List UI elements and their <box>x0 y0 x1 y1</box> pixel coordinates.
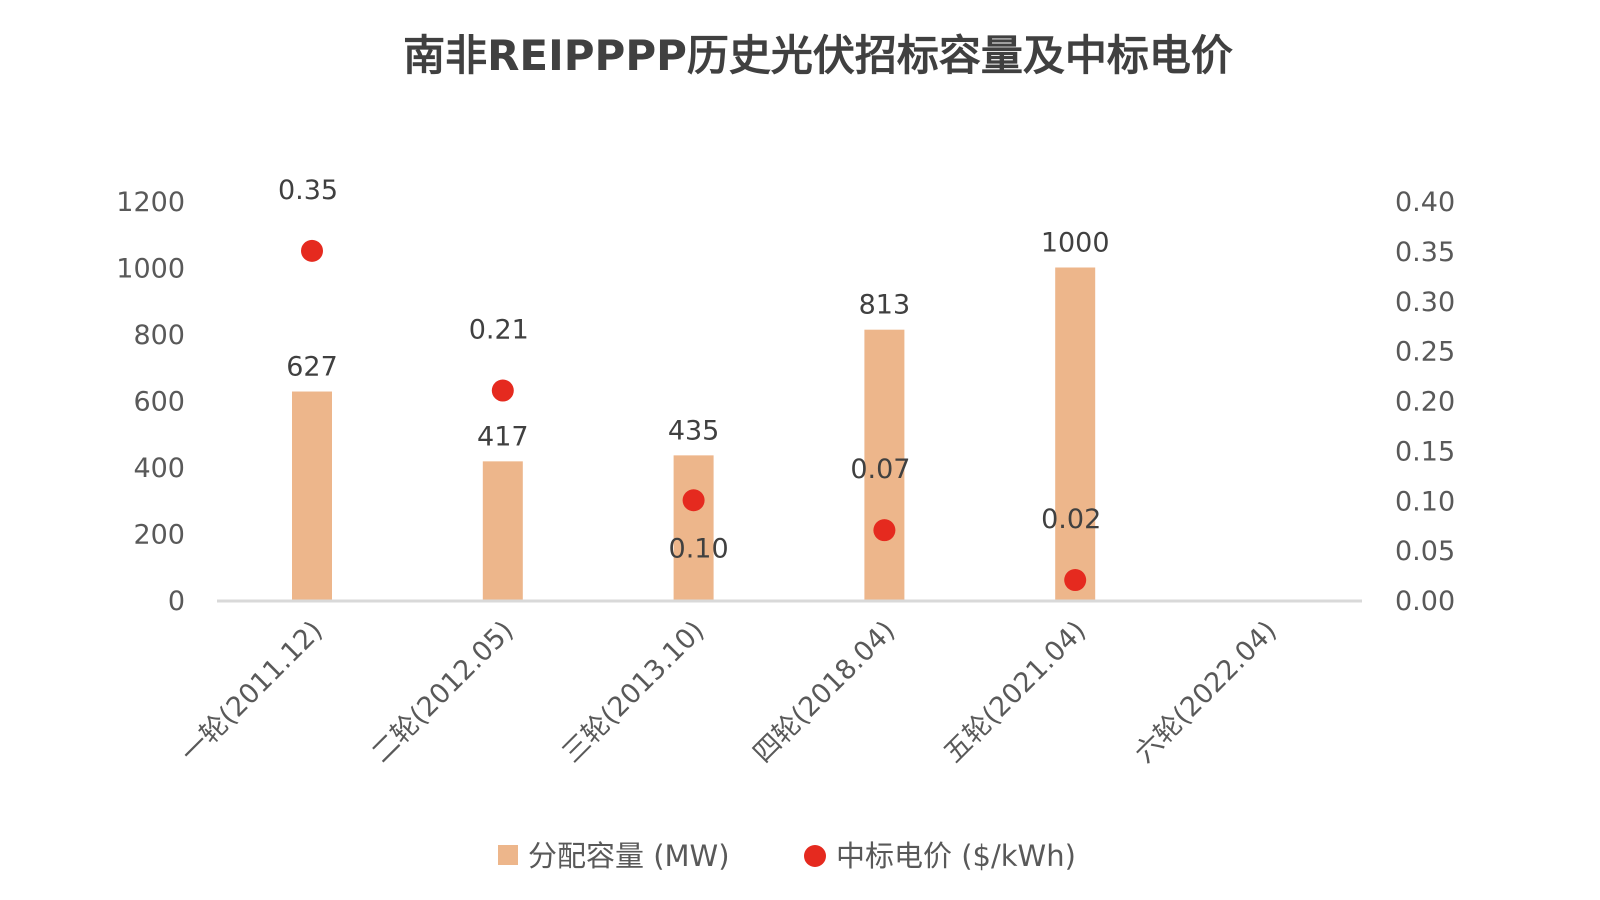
right-tick-label: 0.25 <box>1395 337 1455 368</box>
bar-value-label: 627 <box>286 352 338 383</box>
left-tick-label: 400 <box>133 453 185 484</box>
legend-bar-label: 分配容量 (MW) <box>528 839 730 873</box>
price-dot <box>873 519 896 542</box>
price-value-label: 0.02 <box>1041 504 1101 535</box>
x-tick-label: 三轮(2013.10) <box>557 615 711 769</box>
price-dot <box>491 379 514 402</box>
price-value-label: 0.10 <box>669 533 729 564</box>
right-tick-label: 0.40 <box>1395 187 1455 218</box>
bar-value-label: 417 <box>477 421 529 452</box>
bar-value-label: 435 <box>668 415 720 446</box>
price-series: 0.35 0.21 0.10 0.07 0.02 <box>278 175 1101 592</box>
x-tick-label: 六轮(2022.04) <box>1129 615 1283 769</box>
right-tick-label: 0.15 <box>1395 436 1455 467</box>
x-tick-label: 五轮(2021.04) <box>938 615 1092 769</box>
price-dot <box>301 239 323 262</box>
price-value-label: 0.21 <box>469 315 529 346</box>
price-dot <box>1064 569 1087 592</box>
legend-dot-swatch <box>804 845 826 867</box>
left-tick-label: 600 <box>133 387 185 418</box>
right-tick-label: 0.05 <box>1395 536 1455 567</box>
left-tick-label: 1000 <box>116 254 185 285</box>
bar-series: 627 417 435 813 1000 <box>286 228 1110 600</box>
bar-value-label: 813 <box>859 290 911 321</box>
left-axis: 0 200 400 600 800 1000 1200 <box>116 187 185 617</box>
legend-bar-swatch <box>498 845 518 865</box>
legend-dot-label: 中标电价 ($/kWh) <box>836 839 1076 873</box>
right-tick-label: 0.30 <box>1395 287 1455 318</box>
bar <box>864 329 905 600</box>
left-tick-label: 1200 <box>116 187 185 218</box>
price-dot <box>682 489 705 512</box>
right-tick-label: 0.20 <box>1395 387 1455 418</box>
right-tick-label: 0.00 <box>1395 586 1455 617</box>
legend: 分配容量 (MW) 中标电价 ($/kWh) <box>498 839 1076 873</box>
price-value-label: 0.35 <box>278 175 338 206</box>
bar-value-label: 1000 <box>1041 228 1110 259</box>
bar <box>1055 267 1096 600</box>
bar <box>673 455 714 600</box>
right-tick-label: 0.35 <box>1395 237 1455 268</box>
price-value-label: 0.07 <box>850 454 910 485</box>
right-tick-label: 0.10 <box>1395 486 1455 517</box>
right-axis: 0.00 0.05 0.10 0.15 0.20 0.25 0.30 0.35 0.40 <box>1395 187 1455 617</box>
left-tick-label: 0 <box>168 586 185 617</box>
left-tick-label: 800 <box>133 320 185 351</box>
x-axis-labels: 一轮(2011.12) 二轮(2012.05) 三轮(2013.10) 四轮(2018… <box>175 615 1283 769</box>
left-tick-label: 200 <box>133 520 185 551</box>
x-tick-label: 一轮(2011.12) <box>175 615 329 769</box>
chart-title: 南非REIPPPP历史光伏招标容量及中标电价 <box>403 31 1233 80</box>
bar <box>482 461 523 600</box>
bar <box>292 391 332 600</box>
x-tick-label: 二轮(2012.05) <box>366 615 520 769</box>
x-tick-label: 四轮(2018.04) <box>747 615 901 769</box>
